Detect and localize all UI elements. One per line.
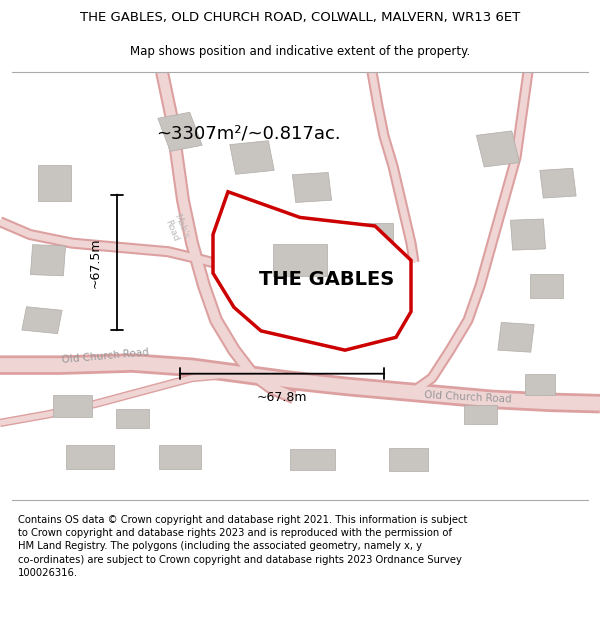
Bar	[540, 168, 576, 198]
Bar	[53, 395, 91, 416]
Bar	[115, 409, 149, 428]
Polygon shape	[213, 192, 411, 350]
Bar	[525, 374, 555, 395]
Text: Old Church Road: Old Church Road	[424, 390, 512, 404]
Bar	[511, 219, 545, 250]
Text: Contains OS data © Crown copyright and database right 2021. This information is : Contains OS data © Crown copyright and d…	[18, 515, 467, 578]
Bar	[389, 448, 428, 471]
Text: Mab's
Road: Mab's Road	[163, 213, 191, 244]
Text: ~67.5m: ~67.5m	[89, 237, 102, 288]
Bar	[230, 141, 274, 174]
Bar	[530, 274, 563, 298]
Bar	[158, 112, 202, 151]
Bar	[22, 307, 62, 334]
Bar	[464, 405, 497, 424]
Text: THE GABLES: THE GABLES	[259, 270, 395, 289]
Bar	[37, 165, 71, 201]
Bar	[476, 131, 520, 167]
Bar	[292, 173, 332, 203]
Bar	[363, 222, 393, 246]
Bar	[31, 244, 65, 276]
Text: ~67.8m: ~67.8m	[257, 391, 307, 404]
Bar	[159, 446, 201, 469]
Bar	[66, 446, 114, 469]
Bar	[273, 244, 327, 276]
Text: THE GABLES, OLD CHURCH ROAD, COLWALL, MALVERN, WR13 6ET: THE GABLES, OLD CHURCH ROAD, COLWALL, MA…	[80, 11, 520, 24]
Text: Map shows position and indicative extent of the property.: Map shows position and indicative extent…	[130, 45, 470, 58]
Text: ~3307m²/~0.817ac.: ~3307m²/~0.817ac.	[156, 125, 341, 143]
Bar	[498, 322, 534, 352]
Bar	[290, 449, 335, 470]
Text: Old Church Road: Old Church Road	[61, 348, 149, 366]
